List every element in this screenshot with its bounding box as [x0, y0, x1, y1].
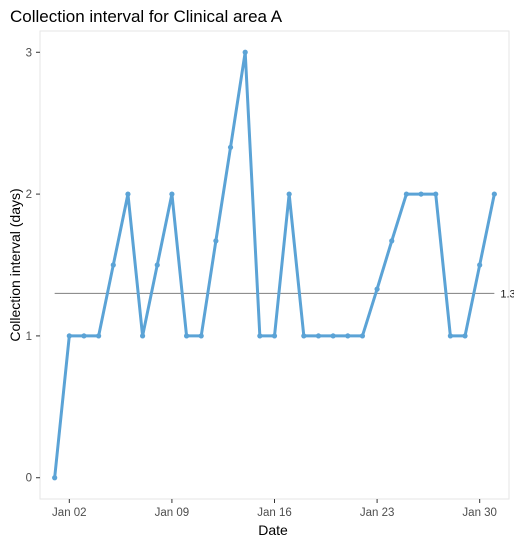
data-point [477, 262, 483, 268]
data-point [301, 333, 307, 339]
data-point [359, 333, 366, 339]
data-point [125, 191, 131, 197]
data-point [52, 475, 58, 481]
y-tick-label: 2 [26, 189, 32, 201]
x-tick-label: Jan 30 [462, 507, 497, 519]
data-point [169, 191, 175, 197]
series-points [52, 49, 497, 481]
data-point [286, 191, 292, 197]
data-point [154, 262, 160, 268]
x-tick-label: Jan 02 [52, 507, 87, 519]
data-point [433, 191, 439, 197]
data-point [96, 333, 102, 339]
data-point [418, 191, 424, 197]
x-tick-label: Jan 23 [360, 507, 395, 519]
data-point [257, 333, 263, 339]
panel-border [39, 30, 510, 500]
data-point [227, 144, 234, 150]
chart-title: Collection interval for Clinical area A [10, 7, 283, 26]
data-point [447, 333, 453, 339]
data-point [491, 191, 497, 197]
data-point [242, 49, 248, 55]
x-axis-ticks: Jan 02 Jan 09 Jan 16 Jan 23 Jan 30 [52, 499, 497, 519]
x-tick-label: Jan 16 [257, 507, 292, 519]
data-point [81, 333, 87, 339]
data-point [271, 333, 278, 339]
x-axis-title: Date [258, 522, 288, 538]
data-point [403, 191, 410, 197]
data-point [66, 333, 72, 339]
data-point [389, 238, 395, 244]
y-tick-label: 1 [26, 331, 32, 343]
data-point [330, 333, 336, 339]
data-point [345, 333, 351, 339]
data-point [374, 286, 380, 292]
y-axis-ticks: 0 1 2 3 [26, 47, 40, 485]
reference-line-label: 1.3 [500, 288, 514, 300]
data-point [213, 238, 219, 244]
y-tick-label: 3 [26, 47, 32, 59]
data-point [315, 333, 322, 339]
series-line [53, 50, 496, 480]
data-point [139, 333, 146, 339]
data-point [183, 333, 190, 339]
data-point [198, 333, 204, 339]
y-axis-title: Collection interval (days) [7, 188, 23, 341]
x-tick-label: Jan 09 [155, 507, 190, 519]
y-tick-label: 0 [26, 473, 32, 485]
data-point [462, 333, 468, 339]
data-point [110, 262, 116, 268]
